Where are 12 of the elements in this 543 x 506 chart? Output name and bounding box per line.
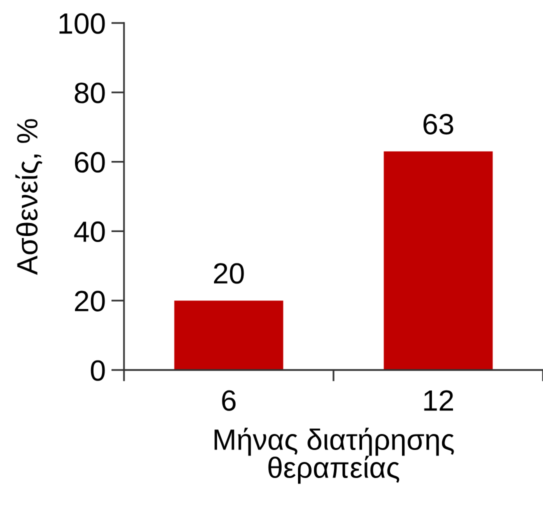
y-tick-label: 0 [90,360,105,381]
y-tick-label: 20 [74,290,105,312]
x-axis-title: Μήνας διατήρησης θεραπείας [214,428,454,484]
y-tick-label: 40 [74,221,105,242]
data-label: 20 [214,263,244,284]
y-tick-label: 80 [74,82,105,104]
x-tick-label: 6 [222,390,236,411]
x-tick-label: 12 [424,390,454,411]
data-label: 63 [424,114,454,135]
y-axis-title: Ασθενείς, % [15,119,42,275]
y-tick-label: 60 [74,152,105,173]
y-tick-label: 100 [60,13,105,34]
